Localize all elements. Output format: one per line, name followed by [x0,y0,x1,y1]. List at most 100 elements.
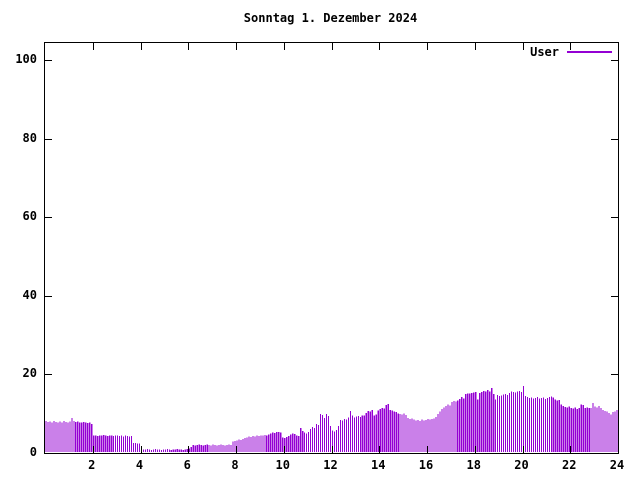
bar [57,422,59,452]
bar [142,449,145,452]
x-tick-label: 12 [323,458,338,472]
x-tick-label: 24 [609,458,625,472]
chart-title: Sonntag 1. Dezember 2024 [243,11,418,25]
bar [101,435,103,452]
bar [437,414,439,452]
bar [606,411,608,452]
bar [107,436,109,452]
bar [504,394,507,452]
bar [479,392,481,452]
bar [429,419,431,452]
bar [578,408,580,452]
plot-canvas [45,43,618,453]
bar [312,427,314,452]
x-tick-label: 6 [183,458,191,472]
bar [218,445,220,452]
bar [51,422,53,452]
bar [503,394,505,452]
bar [95,435,97,452]
bar [321,414,324,452]
bar [220,444,222,452]
bar [427,419,429,452]
bar [230,445,232,452]
bar [409,418,411,452]
bar [146,449,149,452]
bar [248,436,250,452]
bar [160,449,162,452]
bar [208,445,210,452]
x-tick-label: 14 [371,458,386,472]
bar [365,412,367,452]
bar [264,434,266,452]
bar [473,392,475,452]
bar [405,414,407,452]
bar [99,435,101,452]
bar [280,432,282,452]
bar [260,435,262,452]
bar [514,392,517,452]
bar [196,445,198,452]
bar [512,392,515,452]
bar [290,434,292,452]
bar [435,416,437,452]
bar [276,432,278,452]
bar [349,410,351,452]
bar [200,445,202,452]
bar [439,411,441,452]
bar [296,435,298,452]
bar [506,394,509,452]
bar [385,405,387,452]
bar [572,408,574,452]
bar [441,408,443,452]
bar [379,408,381,452]
bar [288,436,290,452]
bar [590,407,592,452]
bar [103,434,105,452]
bar [242,438,244,452]
bar [310,429,312,452]
bar [568,406,570,452]
bar [397,413,399,452]
bar [154,449,157,452]
bar [554,399,556,452]
bar [433,418,435,452]
bar [166,449,168,452]
bar [300,427,302,452]
bar [122,436,125,452]
bar [79,422,81,452]
bar [576,408,578,452]
bar [266,435,268,452]
bar [532,398,535,452]
bar [393,411,395,452]
bar [387,403,389,452]
x-tick-label: 10 [275,458,290,472]
bar [588,408,590,452]
bar [371,410,373,452]
bar [188,448,190,452]
bar [63,421,65,452]
bar [262,435,264,452]
bar [616,410,618,452]
bar [105,435,107,452]
bar [194,445,196,452]
bar [399,414,401,452]
bar [395,412,397,452]
bar [536,397,539,452]
bar [268,434,270,452]
bar [134,443,137,452]
bar [343,419,346,452]
bar [447,404,449,452]
bar [210,445,212,452]
bar [562,406,564,452]
bar [501,395,503,452]
bar [119,436,121,452]
bar [198,444,200,452]
bar [516,391,519,452]
bar [162,449,164,452]
bar [353,417,355,452]
bar [126,436,129,452]
bar [325,414,328,452]
bar [184,449,186,452]
bar [144,449,147,452]
bar [381,407,383,452]
